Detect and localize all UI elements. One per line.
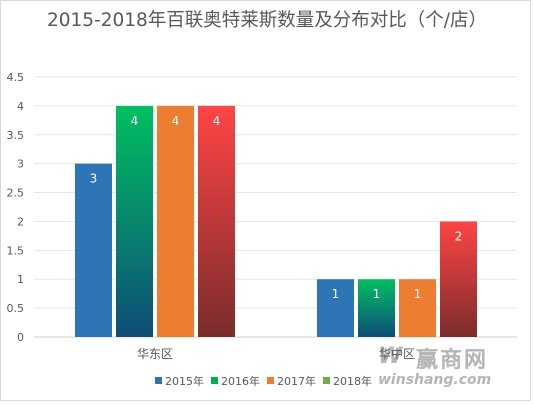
legend: 2015年 2016年 2017年 2018年 <box>155 374 372 388</box>
bars <box>75 105 477 337</box>
bar-2018年-华中区 <box>440 221 477 337</box>
chart-title: 2015-2018年百联奥特莱斯数量及分布对比（个/店） <box>46 10 488 31</box>
legend-label: 2017年 <box>277 374 316 388</box>
bar-2016年-华中区 <box>358 279 395 337</box>
bar-2017年-华东区 <box>157 105 194 337</box>
legend-label: 2016年 <box>221 374 260 388</box>
data-label: 4 <box>131 114 139 128</box>
data-label: 1 <box>332 287 340 301</box>
bar-2015年-华中区 <box>317 279 354 337</box>
y-tick-label: 4.5 <box>7 71 25 84</box>
data-labels: 3 4 4 4 1 1 1 2 <box>90 114 463 301</box>
legend-swatch <box>155 377 162 384</box>
bar-2017年-华中区 <box>399 279 436 337</box>
category-label: 华中区 <box>379 346 415 361</box>
legend-swatch <box>323 377 330 384</box>
y-tick-label: 1.5 <box>7 244 25 257</box>
bar-2018年-华东区 <box>198 105 235 337</box>
y-tick-label: 0 <box>17 331 24 344</box>
legend-label: 2015年 <box>165 374 204 388</box>
y-tick-label: 4 <box>17 100 24 113</box>
legend-swatch <box>267 377 274 384</box>
y-tick-label: 2.5 <box>7 187 25 200</box>
data-label: 4 <box>172 114 180 128</box>
y-tick-label: 1 <box>17 273 24 286</box>
gridlines <box>34 76 517 338</box>
y-tick-label: 0.5 <box>7 302 25 315</box>
data-label: 4 <box>213 114 221 128</box>
y-tick-label: 2 <box>17 215 24 228</box>
bar-2016年-华东区 <box>116 105 153 337</box>
legend-swatch <box>211 377 218 384</box>
category-label: 华东区 <box>137 347 173 361</box>
data-label: 3 <box>90 172 98 186</box>
x-axis-categories: 华东区 华中区 <box>137 346 415 361</box>
data-label: 2 <box>455 229 463 243</box>
bar-2015年-华东区 <box>75 163 112 337</box>
legend-label: 2018年 <box>333 374 372 388</box>
data-label: 1 <box>414 287 422 301</box>
y-axis-ticks: 0 0.5 1 1.5 2 2.5 3 3.5 4 4.5 <box>7 71 25 344</box>
y-tick-label: 3 <box>17 158 24 171</box>
data-label: 1 <box>373 287 381 301</box>
y-tick-label: 3.5 <box>7 129 25 142</box>
